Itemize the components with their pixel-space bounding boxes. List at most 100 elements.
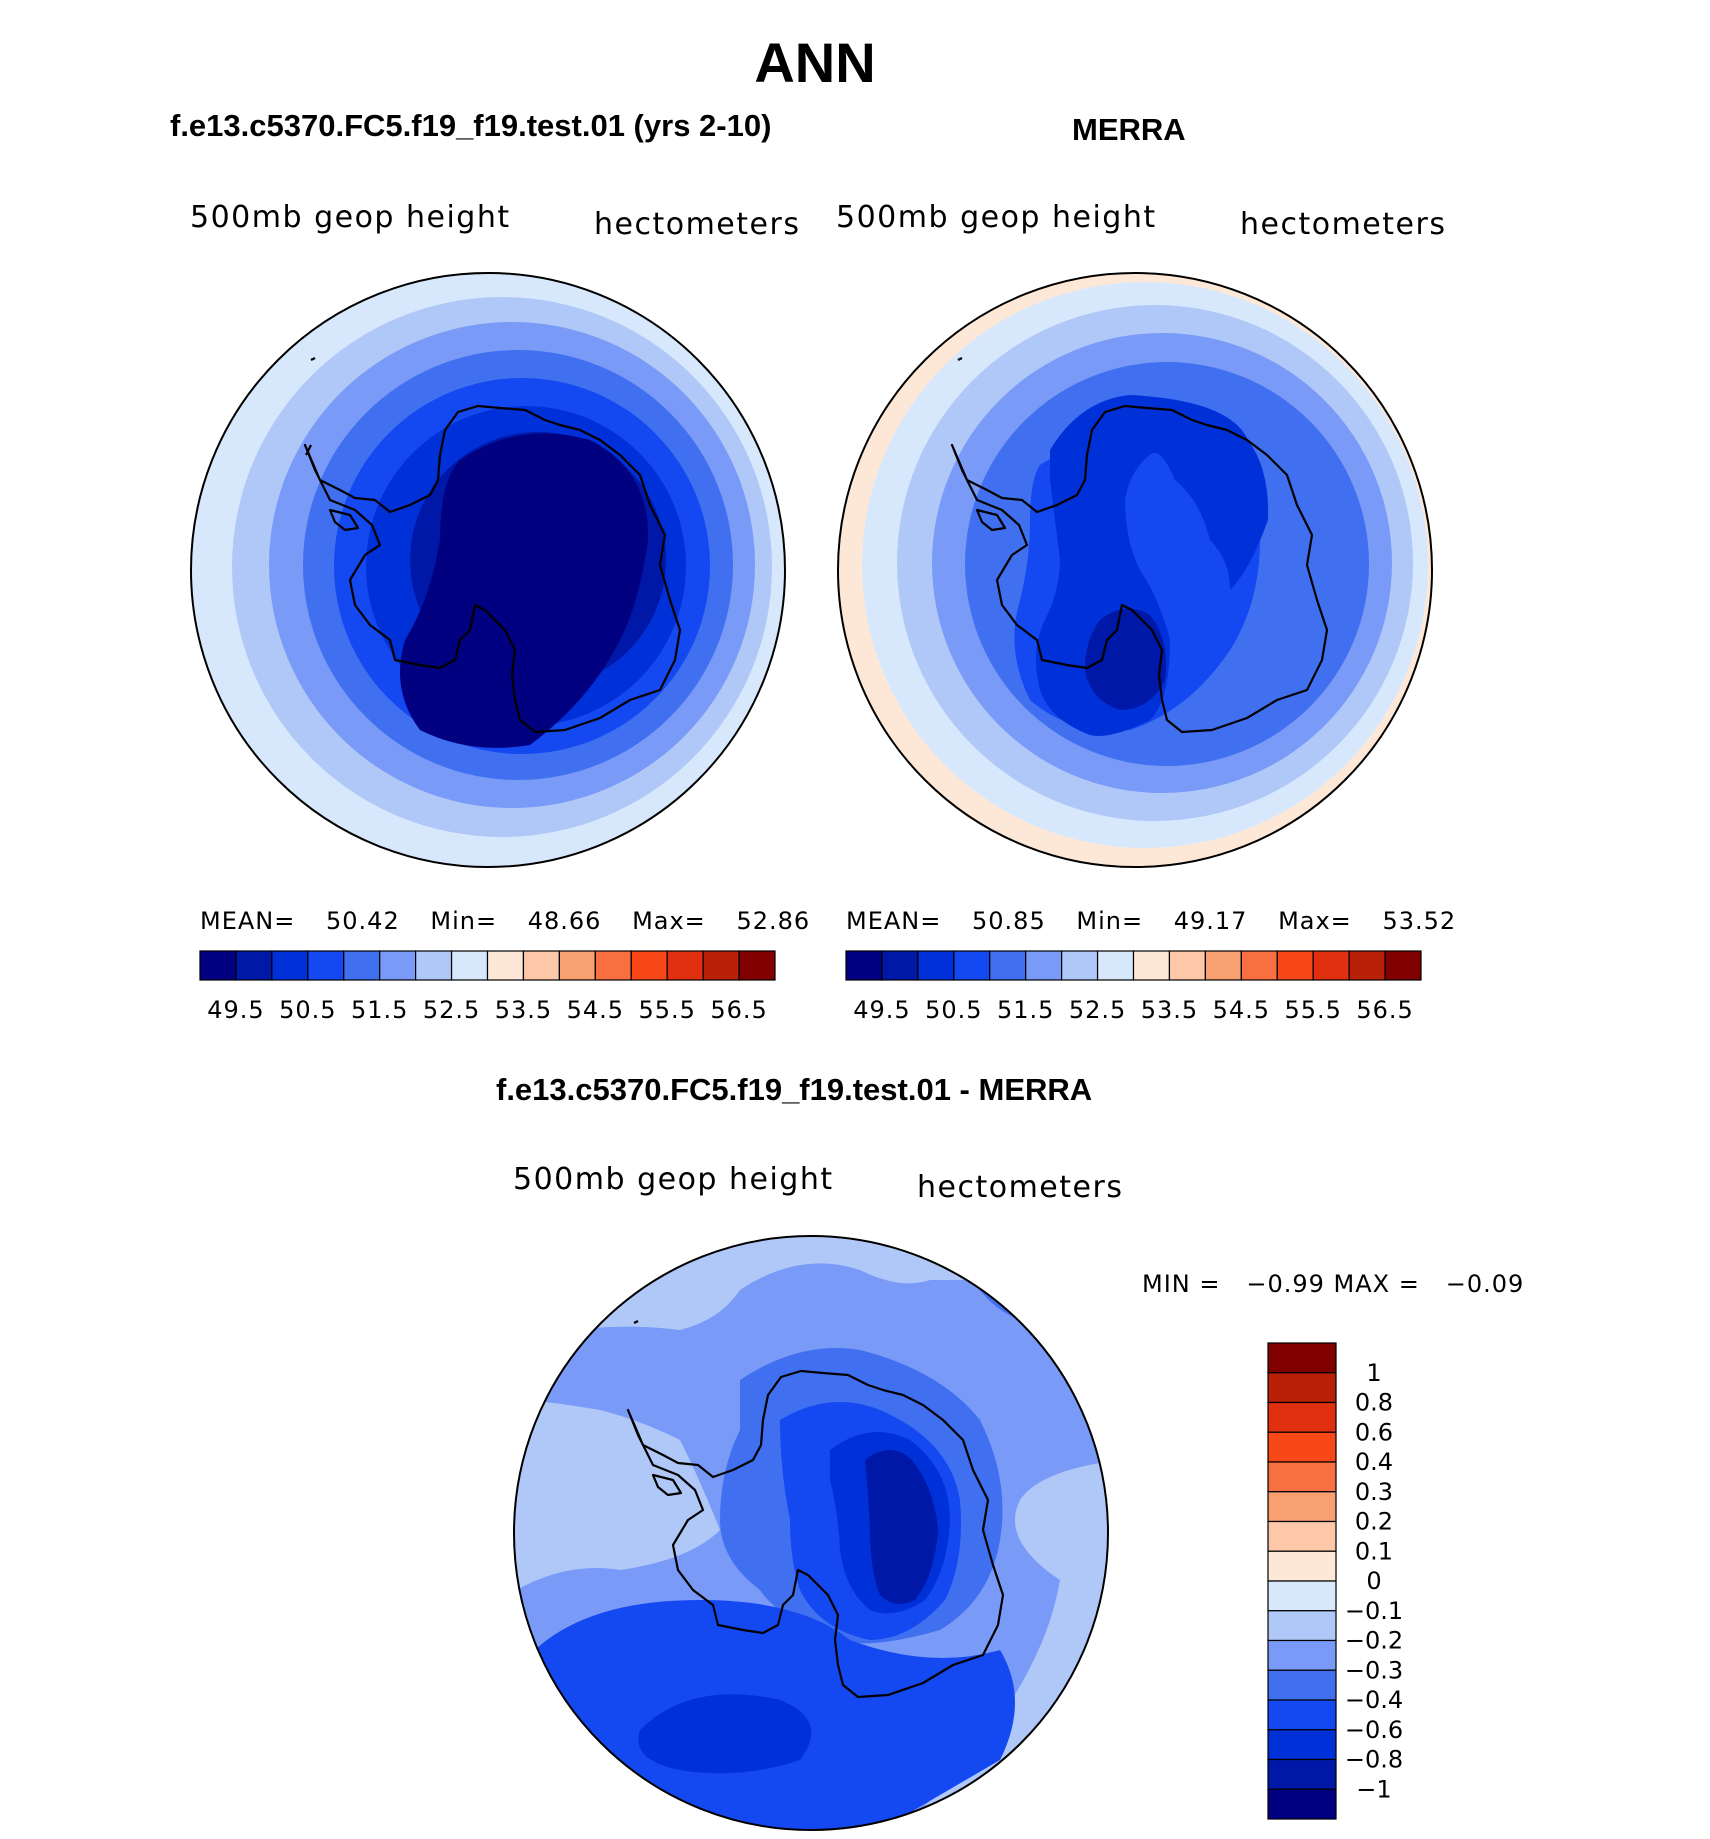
merra-colorbar-tick-label: 50.5: [925, 996, 982, 1024]
merra-panel-title: MERRA: [1072, 112, 1186, 147]
merra-colorbar-swatch-14: [1348, 950, 1386, 981]
merra-colorbar-tick-label: 56.5: [1356, 996, 1413, 1024]
merra-colorbar-swatch-4: [989, 950, 1027, 981]
diff-colorbar-tick-label: 0.3: [1355, 1478, 1393, 1506]
diff-level-minus-08-south: [638, 1694, 812, 1774]
model-colorbar-tick-label: 50.5: [279, 996, 336, 1024]
model-colorbar-swatch-1: [235, 950, 273, 981]
model-colorbar-swatch-8: [486, 950, 525, 981]
model-min-label: Min=: [430, 907, 498, 935]
diff-polar-map: [513, 1235, 1109, 1831]
diff-colorbar: 10.80.60.40.30.20.10−0.1−0.2−0.3−0.4−0.6…: [1267, 1342, 1403, 1820]
merra-max-value: 53.52: [1382, 907, 1457, 935]
model-colorbar-swatch-12: [630, 950, 668, 981]
merra-polar-map: [837, 272, 1433, 868]
diff-colorbar-tick-label: 0.2: [1355, 1508, 1393, 1536]
model-max-value: 52.86: [736, 907, 811, 935]
diff-colorbar-swatch-7: [1267, 1550, 1337, 1582]
model-panel-title: f.e13.c5370.FC5.f19_f19.test.01 (yrs 2-1…: [170, 108, 772, 143]
diff-colorbar-swatch-14: [1267, 1758, 1337, 1790]
merra-colorbar-tick-label: 53.5: [1141, 996, 1198, 1024]
diff-colorbar-swatch-0: [1267, 1342, 1337, 1374]
merra-colorbar-swatch-12: [1276, 950, 1314, 981]
model-colorbar-swatch-3: [307, 950, 345, 981]
diff-colorbar-tick-label: 0: [1366, 1567, 1381, 1595]
merra-colorbar-swatch-9: [1168, 950, 1206, 981]
model-polar-map: [190, 272, 786, 868]
model-units-label: hectometers: [594, 207, 801, 242]
merra-colorbar-tick-label: 55.5: [1284, 996, 1341, 1024]
merra-colorbar-swatch-3: [953, 950, 991, 981]
merra-colorbar-swatch-7: [1096, 950, 1135, 981]
diff-stats: MIN = −0.99 MAX = −0.09: [1142, 1270, 1525, 1298]
diff-colorbar-tick-label: −0.2: [1345, 1627, 1403, 1655]
model-map-boundary: [190, 272, 786, 868]
merra-colorbar-swatch-6: [1061, 950, 1099, 981]
model-mean-label: MEAN=: [200, 907, 296, 935]
diff-colorbar-tick-label: 0.6: [1355, 1418, 1393, 1446]
merra-colorbar-tick-label: 54.5: [1213, 996, 1270, 1024]
merra-colorbar-tick-label: 52.5: [1069, 996, 1126, 1024]
diff-colorbar-swatch-15: [1267, 1788, 1337, 1820]
model-variable-label: 500mb geop height: [190, 200, 511, 235]
diff-level-minus-1: [865, 1450, 938, 1604]
merra-mean-label: MEAN=: [846, 907, 942, 935]
diff-colorbar-swatch-5: [1267, 1491, 1337, 1523]
diff-colorbar-swatch-11: [1267, 1669, 1337, 1701]
merra-colorbar-swatch-13: [1312, 950, 1350, 981]
model-colorbar-tick-label: 52.5: [423, 996, 480, 1024]
model-mean-value: 50.42: [326, 907, 400, 935]
merra-max-label: Max=: [1278, 907, 1352, 935]
diff-colorbar-swatch-13: [1267, 1729, 1337, 1761]
model-ring-7: [400, 433, 649, 748]
diff-colorbar-tick-label: −0.3: [1345, 1656, 1403, 1684]
diff-colorbar-swatch-12: [1267, 1699, 1337, 1731]
model-colorbar-tick-label: 54.5: [567, 996, 624, 1024]
merra-colorbar-swatch-11: [1240, 950, 1278, 981]
model-colorbar-swatch-2: [271, 950, 309, 981]
merra-colorbar: 49.5 50.5 51.5 52.5 53.5 54.5 55.5 56.5: [845, 950, 1422, 1024]
model-colorbar-tick-label: 51.5: [351, 996, 408, 1024]
model-colorbar-swatch-7: [450, 950, 489, 981]
diff-colorbar-swatch-2: [1267, 1401, 1337, 1433]
model-colorbar-tick-label: 55.5: [638, 996, 695, 1024]
model-colorbar-swatch-6: [415, 950, 453, 981]
model-colorbar-swatch-9: [522, 950, 560, 981]
model-colorbar: 49.5 50.5 51.5 52.5 53.5 54.5 55.5 56.5: [199, 950, 776, 1024]
diff-colorbar-swatch-6: [1267, 1520, 1337, 1552]
merra-colorbar-swatch-5: [1025, 950, 1063, 981]
diff-units-label: hectometers: [917, 1170, 1124, 1205]
page-title: ANN: [754, 31, 876, 94]
model-antarctica-coastline: [303, 357, 682, 734]
diff-colorbar-swatch-1: [1267, 1372, 1337, 1404]
model-colorbar-swatch-5: [379, 950, 417, 981]
diff-colorbar-swatch-9: [1267, 1610, 1337, 1642]
merra-colorbar-swatch-2: [917, 950, 955, 981]
merra-colorbar-swatch-10: [1204, 950, 1242, 981]
merra-colorbar-swatch-8: [1132, 950, 1171, 981]
merra-min-label: Min=: [1076, 907, 1144, 935]
model-max-label: Max=: [632, 907, 706, 935]
model-colorbar-swatch-10: [558, 950, 596, 981]
diff-colorbar-tick-label: 0.4: [1355, 1448, 1393, 1476]
merra-ring-7: [1085, 608, 1166, 710]
merra-colorbar-tick-label: 51.5: [997, 996, 1054, 1024]
model-min-value: 48.66: [527, 907, 602, 935]
model-stats: MEAN= 50.42 Min= 48.66 Max= 52.86: [200, 907, 810, 935]
diff-panel-title: f.e13.c5370.FC5.f19_f19.test.01 - MERRA: [496, 1072, 1093, 1107]
diff-colorbar-tick-label: 1: [1366, 1359, 1381, 1387]
model-colorbar-swatch-13: [666, 950, 704, 981]
merra-colorbar-tick-label: 49.5: [853, 996, 910, 1024]
diff-colorbar-swatch-4: [1267, 1461, 1337, 1493]
merra-colorbar-swatch-0: [845, 950, 883, 981]
diff-colorbar-tick-label: −0.1: [1345, 1597, 1403, 1625]
diff-colorbar-swatch-10: [1267, 1639, 1337, 1671]
diff-colorbar-tick-label: −0.4: [1345, 1686, 1403, 1714]
diff-colorbar-swatch-3: [1267, 1431, 1337, 1463]
merra-variable-label: 500mb geop height: [836, 200, 1157, 235]
diff-colorbar-tick-label: −0.6: [1345, 1716, 1403, 1744]
model-colorbar-swatch-4: [343, 950, 381, 981]
merra-stats: MEAN= 50.85 Min= 49.17 Max= 53.52: [846, 907, 1456, 935]
merra-min-value: 49.17: [1173, 907, 1248, 935]
diff-map-boundary: [513, 1235, 1109, 1831]
